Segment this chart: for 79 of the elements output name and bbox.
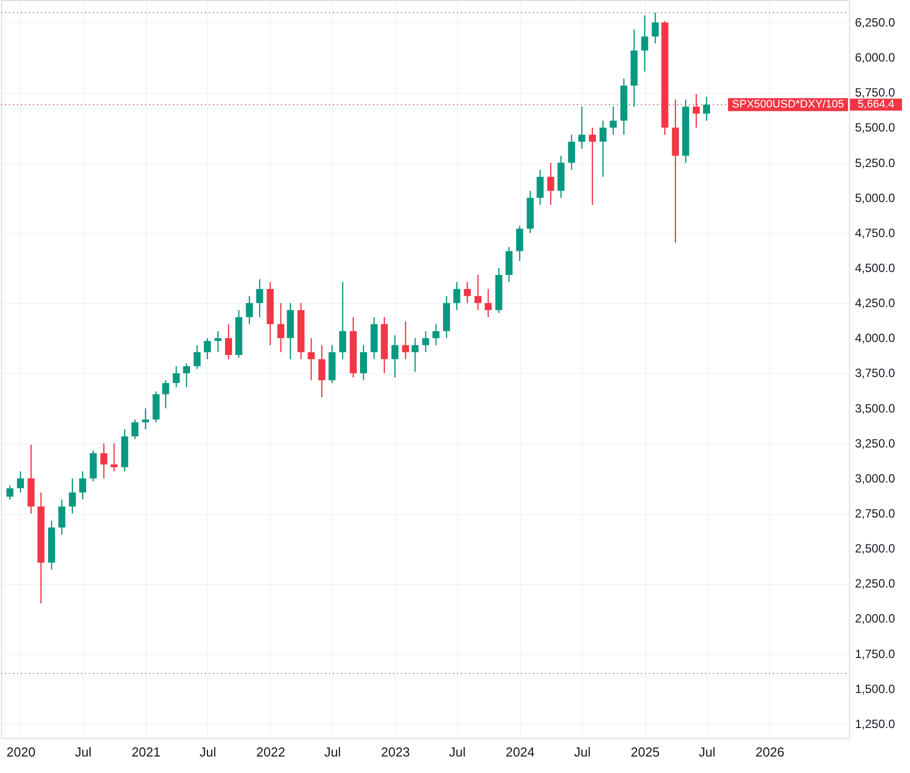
x-tick-label: Jul xyxy=(698,744,716,760)
x-tick-label: 2023 xyxy=(380,744,410,760)
candlestick xyxy=(131,418,138,440)
y-tick-label: 2,000.0 xyxy=(855,612,896,626)
candlestick xyxy=(568,134,576,170)
candlestick xyxy=(402,320,410,360)
candlestick xyxy=(142,408,150,430)
y-tick-label: 3,750.0 xyxy=(855,366,896,380)
candlestick xyxy=(308,338,315,381)
x-tick-label: 2022 xyxy=(256,744,286,760)
y-tick-label: 4,750.0 xyxy=(855,226,896,240)
candlestick xyxy=(516,225,524,262)
candlestick xyxy=(58,498,66,536)
candlestick xyxy=(578,106,586,150)
y-tick-label: 3,000.0 xyxy=(855,471,896,486)
candlestick xyxy=(588,127,596,206)
y-tick-label: 1,500.0 xyxy=(855,682,896,696)
candlestick xyxy=(547,162,554,206)
y-tick-label: 5,500.0 xyxy=(855,120,896,135)
candlestick xyxy=(432,324,440,346)
y-tick-label: 3,250.0 xyxy=(855,436,896,450)
candlestick xyxy=(703,96,710,122)
candlestick xyxy=(391,334,398,378)
candlestick xyxy=(204,338,211,360)
candlestick xyxy=(225,324,232,360)
candlestick xyxy=(79,470,86,500)
x-tick-label: 2026 xyxy=(755,744,784,760)
candlestick xyxy=(172,366,180,388)
candlestick xyxy=(464,281,471,304)
candlestick xyxy=(412,338,419,372)
candlestick xyxy=(183,362,190,388)
candlestick xyxy=(162,380,170,409)
y-tick-label: 3,500.0 xyxy=(855,401,896,416)
candlestick xyxy=(453,281,460,311)
candlestick xyxy=(68,478,76,514)
candlestick xyxy=(16,470,24,494)
candlestick xyxy=(256,278,264,318)
candlestick xyxy=(536,169,544,206)
y-tick-label: 5,250.0 xyxy=(855,156,896,170)
x-tick-label: Jul xyxy=(574,744,591,760)
x-tick-label: 2020 xyxy=(6,744,36,760)
candlestick xyxy=(246,295,253,325)
y-tick-label: 4,500.0 xyxy=(855,260,896,275)
x-tick-label: 2024 xyxy=(506,744,535,760)
candlestick xyxy=(600,120,607,178)
candlestick xyxy=(360,344,367,381)
x-tick-label: 2021 xyxy=(132,744,160,760)
x-tick-label: Jul xyxy=(448,744,466,760)
y-tick-label: 4,000.0 xyxy=(855,331,896,346)
x-tick-label: Jul xyxy=(74,744,92,760)
y-tick-label: 5,750.0 xyxy=(855,86,896,100)
y-tick-label: 6,000.0 xyxy=(855,50,896,65)
y-tick-label: 5,000.0 xyxy=(855,190,896,205)
candlestick xyxy=(277,302,284,353)
candlestick xyxy=(318,344,326,398)
y-tick-label: 2,500.0 xyxy=(855,542,896,556)
candlestick xyxy=(100,442,108,480)
candlestick xyxy=(422,330,430,353)
y-tick-label: 1,250.0 xyxy=(855,716,896,731)
y-tick-label: 1,750.0 xyxy=(855,646,896,661)
candlestick xyxy=(641,14,648,72)
candlestick xyxy=(339,281,346,360)
candlestick xyxy=(610,106,617,136)
candlestick xyxy=(6,484,14,500)
y-tick-label: 6,250.0 xyxy=(855,15,896,30)
text: 5,664.4 xyxy=(858,98,894,111)
candlestick xyxy=(506,246,513,283)
x-tick-label: 2025 xyxy=(630,744,660,760)
x-tick-label: Jul xyxy=(200,744,216,760)
candlestick xyxy=(484,288,492,318)
candlestick xyxy=(194,344,201,370)
candlestick xyxy=(214,330,222,353)
ref-line-label: SPX500USD*DXY/105 xyxy=(732,98,844,111)
y-tick-label: 2,750.0 xyxy=(855,506,896,521)
x-tick-label: Jul xyxy=(324,744,341,760)
candlestick xyxy=(652,12,659,44)
y-tick-label: 4,250.0 xyxy=(855,296,896,310)
candlestick xyxy=(474,274,482,311)
y-tick-label: 2,250.0 xyxy=(855,576,896,591)
